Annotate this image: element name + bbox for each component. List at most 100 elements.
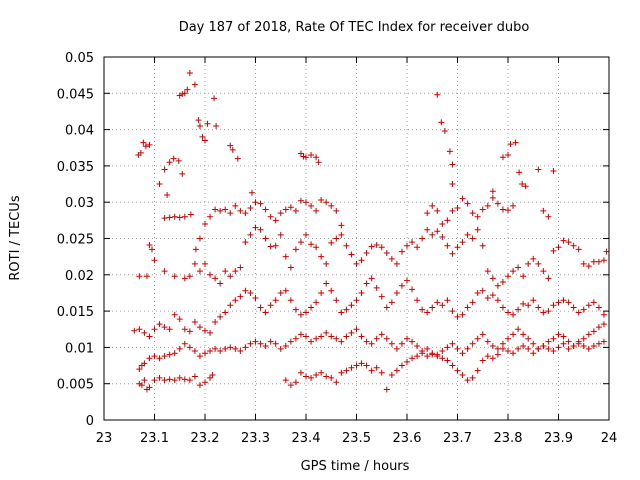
data-point — [499, 206, 506, 213]
data-point — [489, 342, 496, 349]
data-point — [550, 302, 557, 309]
data-point — [545, 338, 552, 345]
data-point — [166, 326, 173, 333]
data-point — [484, 353, 491, 360]
data-point — [207, 213, 214, 220]
data-point — [313, 371, 320, 378]
data-point — [499, 279, 506, 286]
data-point — [166, 214, 173, 221]
data-point — [303, 231, 309, 238]
data-point — [267, 213, 274, 220]
data-point — [464, 231, 471, 238]
data-point — [348, 329, 355, 336]
data-point — [338, 369, 345, 376]
data-point — [560, 237, 567, 244]
data-point — [227, 142, 234, 149]
data-point — [446, 148, 453, 155]
data-point — [137, 149, 144, 156]
data-point — [424, 309, 431, 316]
data-point — [388, 255, 395, 262]
data-point — [398, 248, 405, 255]
data-point — [151, 257, 158, 264]
data-point — [484, 202, 491, 209]
data-point — [300, 153, 307, 160]
data-point — [595, 258, 602, 265]
data-point — [171, 311, 178, 318]
y-tick-label: 0.03 — [65, 196, 94, 211]
data-point — [176, 345, 183, 352]
data-point — [328, 333, 335, 340]
data-point — [287, 382, 294, 389]
data-point — [181, 213, 188, 220]
data-point — [136, 380, 143, 387]
data-point — [469, 374, 476, 381]
data-point — [140, 139, 147, 146]
data-point — [570, 342, 577, 349]
data-point — [388, 371, 395, 378]
data-point — [358, 333, 365, 340]
data-point — [186, 344, 193, 351]
data-point — [303, 373, 309, 380]
data-point — [333, 379, 340, 386]
data-point — [242, 239, 249, 246]
data-point — [202, 137, 208, 144]
data-point — [603, 248, 610, 255]
data-point — [333, 235, 340, 242]
data-point — [555, 331, 562, 338]
data-point — [439, 302, 446, 309]
data-point — [363, 362, 370, 369]
data-point — [338, 338, 345, 345]
data-point — [535, 260, 542, 267]
data-point — [161, 166, 168, 173]
data-point — [227, 302, 234, 309]
data-point — [229, 146, 236, 153]
data-point — [454, 244, 461, 251]
data-point — [323, 373, 330, 380]
data-point — [343, 333, 350, 340]
data-point — [166, 376, 173, 383]
data-point — [192, 246, 199, 253]
data-point — [207, 348, 214, 355]
data-point — [449, 207, 456, 214]
data-point — [318, 369, 325, 376]
data-point — [348, 302, 355, 309]
data-point — [195, 117, 202, 124]
data-point — [454, 313, 461, 320]
data-point — [303, 309, 309, 316]
data-point — [510, 202, 517, 209]
x-axis-ticks: 23 23.1 23.2 23.3 23.4 23.5 23.6 23.7 23.8 23.9 24 — [96, 57, 617, 446]
data-point — [212, 345, 219, 352]
data-point — [449, 181, 456, 188]
x-tick-label: 23.8 — [494, 431, 523, 446]
data-point — [313, 299, 320, 306]
data-point — [555, 244, 562, 251]
data-point — [292, 379, 299, 386]
data-point — [489, 355, 496, 362]
data-point — [530, 350, 537, 357]
data-point — [166, 159, 173, 166]
data-point — [424, 353, 431, 360]
data-point — [343, 242, 350, 249]
data-point — [545, 213, 552, 220]
data-point — [525, 345, 532, 352]
data-point — [141, 329, 148, 336]
data-point — [170, 155, 177, 162]
data-point — [303, 333, 309, 340]
data-point — [186, 377, 193, 384]
data-point — [512, 139, 519, 146]
data-point — [522, 183, 529, 190]
y-tick-label: 0.01 — [65, 341, 94, 356]
data-point — [434, 353, 441, 360]
data-point — [464, 200, 471, 207]
data-point — [398, 282, 405, 289]
data-point — [272, 242, 279, 249]
data-point — [227, 344, 234, 351]
data-point — [505, 335, 511, 342]
y-tick-label: 0 — [86, 414, 94, 429]
data-point — [211, 95, 218, 102]
data-point — [575, 338, 582, 345]
data-point — [204, 120, 211, 127]
data-point — [217, 313, 224, 320]
data-point — [343, 367, 350, 374]
data-point — [166, 351, 173, 358]
